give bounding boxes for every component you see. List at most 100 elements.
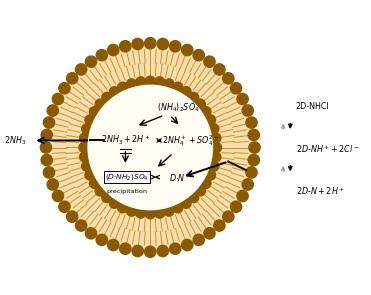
Text: 2D-NHCl: 2D-NHCl	[296, 102, 329, 111]
Circle shape	[108, 239, 119, 251]
Circle shape	[120, 243, 131, 254]
Circle shape	[82, 124, 92, 134]
Circle shape	[59, 83, 70, 94]
Circle shape	[145, 76, 155, 86]
Circle shape	[46, 43, 255, 252]
Circle shape	[82, 161, 92, 171]
Circle shape	[89, 178, 99, 189]
Circle shape	[127, 206, 137, 216]
Circle shape	[127, 79, 137, 89]
Circle shape	[181, 44, 193, 56]
Circle shape	[157, 245, 168, 257]
Circle shape	[230, 83, 242, 94]
Circle shape	[41, 129, 52, 140]
Circle shape	[80, 152, 90, 162]
Circle shape	[157, 38, 168, 50]
Circle shape	[209, 161, 219, 171]
Circle shape	[89, 106, 99, 117]
Circle shape	[155, 77, 165, 87]
Circle shape	[95, 186, 105, 196]
Circle shape	[118, 203, 128, 213]
Circle shape	[102, 192, 112, 203]
Circle shape	[109, 198, 119, 208]
Circle shape	[145, 246, 156, 258]
Circle shape	[88, 85, 213, 210]
Circle shape	[41, 155, 52, 166]
Circle shape	[237, 190, 248, 201]
Circle shape	[85, 115, 95, 125]
Circle shape	[47, 179, 58, 190]
Circle shape	[136, 208, 146, 218]
Circle shape	[136, 77, 146, 87]
Circle shape	[75, 64, 87, 75]
Circle shape	[195, 186, 206, 196]
Text: $(D{\cdot}NH_2)SO_4$: $(D{\cdot}NH_2)SO_4$	[105, 172, 149, 182]
Circle shape	[164, 206, 174, 216]
Circle shape	[173, 82, 183, 92]
Circle shape	[66, 211, 78, 222]
Circle shape	[206, 170, 216, 180]
Circle shape	[201, 106, 211, 117]
Circle shape	[155, 208, 165, 218]
Circle shape	[164, 79, 174, 89]
Circle shape	[96, 234, 108, 245]
Circle shape	[170, 41, 181, 52]
Circle shape	[108, 44, 119, 56]
Circle shape	[102, 92, 112, 103]
Circle shape	[209, 124, 219, 134]
Circle shape	[248, 155, 259, 166]
Circle shape	[83, 80, 218, 215]
Circle shape	[170, 243, 181, 254]
Circle shape	[211, 133, 221, 143]
Circle shape	[79, 142, 89, 153]
Circle shape	[85, 228, 97, 239]
Circle shape	[95, 99, 105, 109]
Circle shape	[193, 234, 204, 245]
Circle shape	[237, 94, 248, 105]
Circle shape	[132, 245, 143, 257]
Text: $2D\text{-}N+2H^+$: $2D\text{-}N+2H^+$	[296, 185, 345, 197]
Circle shape	[96, 50, 108, 61]
Circle shape	[52, 190, 63, 201]
Circle shape	[214, 220, 225, 231]
Text: precipitation: precipitation	[107, 189, 148, 194]
Circle shape	[230, 201, 242, 212]
Circle shape	[85, 170, 95, 180]
Circle shape	[193, 50, 204, 61]
Circle shape	[85, 56, 97, 67]
Circle shape	[66, 73, 78, 84]
Circle shape	[195, 99, 206, 109]
Text: $2NH_3$: $2NH_3$	[4, 134, 27, 147]
Text: $D{\cdot}N$: $D{\cdot}N$	[168, 172, 185, 183]
Circle shape	[214, 64, 225, 75]
Circle shape	[145, 37, 156, 49]
Circle shape	[47, 105, 58, 116]
Circle shape	[204, 228, 215, 239]
Circle shape	[249, 142, 260, 153]
Text: $2NH_3+2H^+$: $2NH_3+2H^+$	[101, 134, 150, 147]
Circle shape	[246, 117, 257, 128]
Circle shape	[59, 201, 70, 212]
Text: $2D\text{-}NH^+\!+2Cl^-$: $2D\text{-}NH^+\!+2Cl^-$	[296, 143, 359, 155]
Circle shape	[242, 179, 253, 190]
Circle shape	[211, 142, 221, 153]
Circle shape	[188, 92, 199, 103]
Circle shape	[145, 209, 155, 219]
Circle shape	[223, 73, 234, 84]
Circle shape	[242, 105, 253, 116]
Circle shape	[118, 82, 128, 92]
Circle shape	[181, 239, 193, 251]
Circle shape	[248, 129, 259, 140]
Circle shape	[40, 142, 52, 153]
Circle shape	[43, 167, 55, 178]
Circle shape	[181, 198, 191, 208]
Circle shape	[223, 211, 234, 222]
Circle shape	[246, 167, 257, 178]
Circle shape	[132, 38, 143, 50]
Circle shape	[75, 220, 87, 231]
Circle shape	[211, 152, 221, 162]
Circle shape	[120, 41, 131, 52]
Circle shape	[52, 94, 63, 105]
Circle shape	[43, 117, 55, 128]
Circle shape	[173, 203, 183, 213]
